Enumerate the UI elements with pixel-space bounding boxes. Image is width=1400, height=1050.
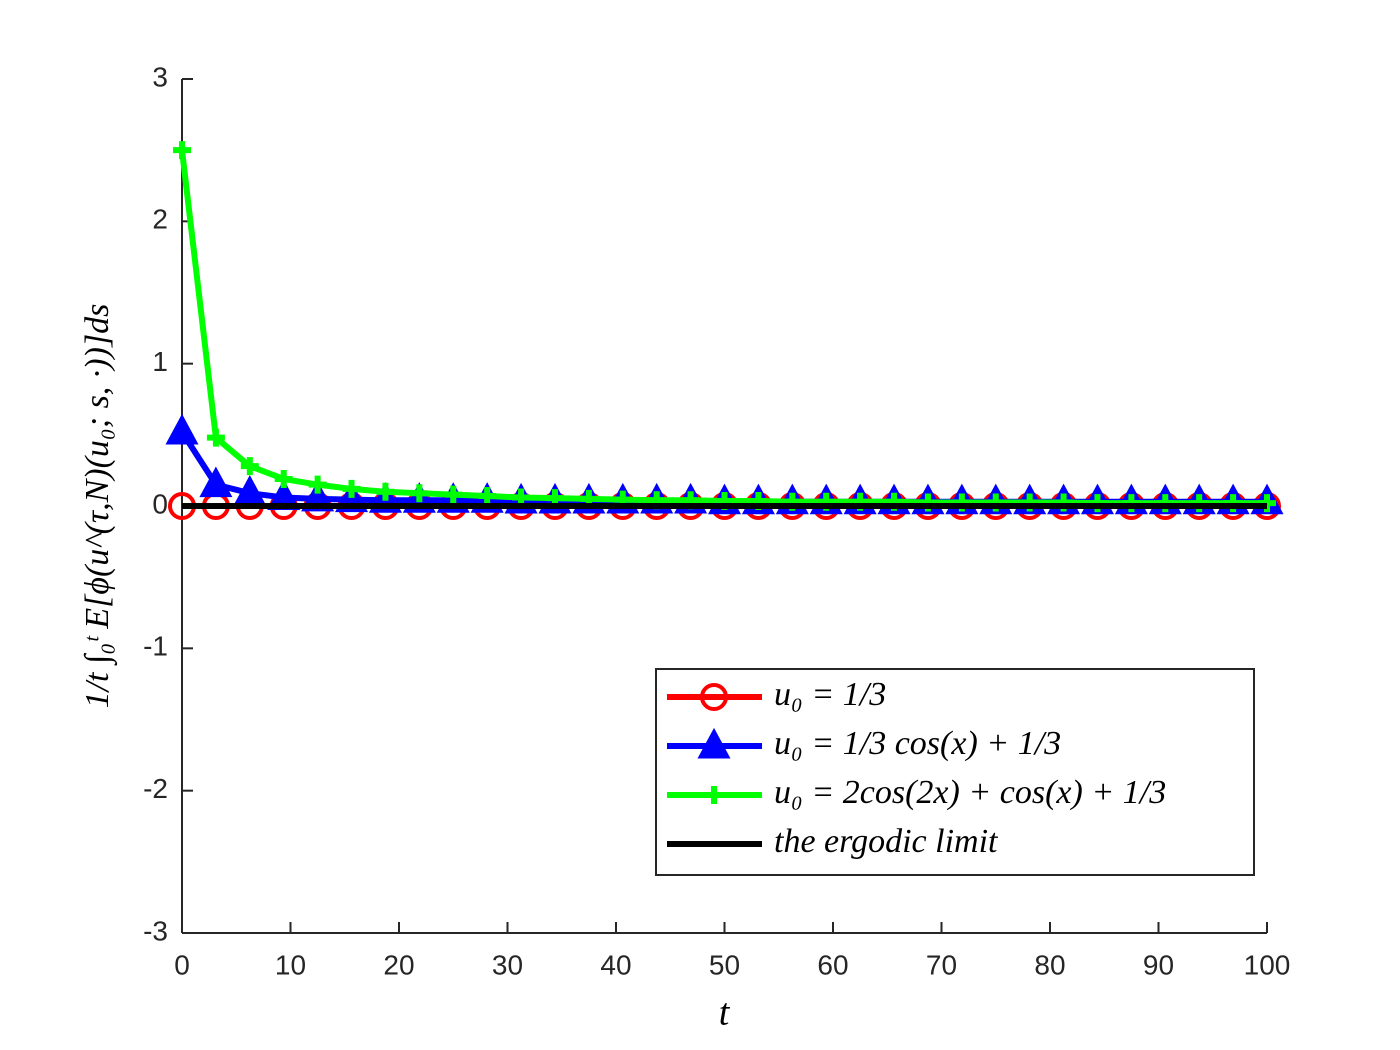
legend-box: [655, 668, 1255, 876]
x-tick-label: 60: [817, 949, 848, 980]
marker: [240, 457, 259, 476]
marker: [274, 469, 293, 488]
y-tick-label: 3: [152, 61, 168, 92]
y-tick-label: 0: [152, 488, 168, 519]
legend-marker: [705, 786, 723, 804]
y-tick-label: -3: [143, 915, 168, 946]
legend: u₀ = 1/3 u₀ = 1/3 cos(x) + 1/3 u₀ = 2cos(2…: [655, 668, 1255, 876]
x-tick-label: 70: [926, 949, 957, 980]
y-tick-label: 1: [152, 346, 168, 377]
marker: [410, 484, 429, 503]
y-tick-label: 2: [152, 204, 168, 235]
legend-label: the ergodic limit: [774, 823, 999, 860]
marker: [199, 466, 233, 498]
y-tick-label: -1: [143, 631, 168, 662]
y-axis-label: 1/t ∫₀ᵗ E[ϕ(u^(τ,N)(u₀; s, ·))]ds: [79, 304, 118, 709]
legend-label: u₀ = 2cos(2x) + cos(x) + 1/3: [774, 774, 1166, 811]
x-tick-label: 100: [1244, 949, 1291, 980]
legend-marker: [697, 727, 731, 759]
x-tick-label: 30: [492, 949, 523, 980]
x-tick-label: 20: [383, 949, 414, 980]
x-tick-label: 90: [1143, 949, 1174, 980]
x-tick-label: 0: [174, 949, 190, 980]
legend-label: u₀ = 1/3 cos(x) + 1/3: [774, 725, 1061, 762]
y-tick-label: -2: [143, 773, 168, 804]
marker: [342, 479, 361, 498]
x-tick-label: 10: [275, 949, 306, 980]
x-axis-label: t: [719, 992, 731, 1034]
x-tick-label: 40: [600, 949, 631, 980]
marker: [376, 482, 395, 501]
series-line: [179, 149, 1267, 507]
marker: [478, 487, 497, 506]
marker: [206, 428, 225, 447]
marker: [444, 485, 463, 504]
marker: [173, 141, 191, 160]
legend-label: u₀ = 1/3: [774, 676, 886, 713]
x-tick-label: 80: [1034, 949, 1065, 980]
marker: [165, 413, 199, 445]
marker: [308, 475, 327, 494]
x-tick-label: 50: [709, 949, 740, 980]
legend-marker: [700, 683, 728, 711]
